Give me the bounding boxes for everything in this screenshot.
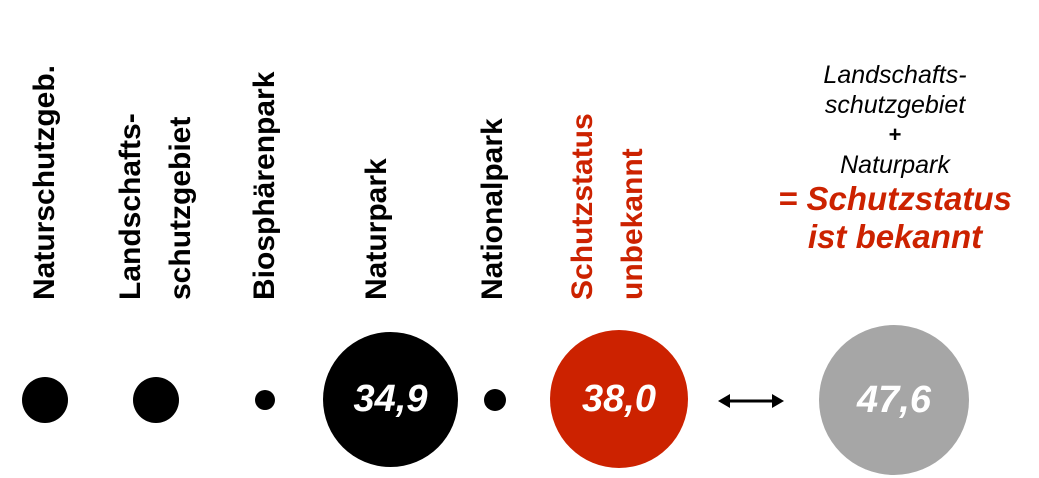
dot-nationalpark — [484, 389, 506, 411]
annotation-line-2: schutzgebiet — [824, 91, 966, 119]
label-line: Nationalpark — [476, 118, 509, 300]
label-line: Naturschutzgeb. — [28, 64, 61, 300]
bubble-naturpark: 34,9 — [323, 332, 458, 467]
bubble-value: 34,9 — [353, 378, 428, 420]
annotation: Landschafts- schutzgebiet + Naturpark = … — [750, 60, 1039, 256]
dot-biosphaerenpark — [255, 390, 275, 410]
label-naturpark: Naturpark — [352, 158, 402, 300]
label-landschaftsschutzgebiet: Landschafts- schutzgebiet — [106, 113, 206, 300]
annotation-plus: + — [888, 122, 902, 147]
label-line: Biosphärenpark — [248, 71, 281, 300]
label-schutzstatus-unbekannt: Schutzstatus unbekannt — [558, 113, 658, 300]
bubble-combined: 47,6 — [819, 325, 969, 475]
label-line: unbekannt — [616, 148, 649, 300]
double-headed-arrow-icon — [718, 394, 784, 408]
bubble-value: 38,0 — [582, 377, 656, 420]
label-nationalpark: Nationalpark — [468, 118, 518, 300]
label-line: schutzgebiet — [164, 116, 197, 300]
label-line: Landschafts- — [114, 113, 147, 300]
annotation-line-3: Naturpark — [840, 151, 950, 179]
dot-naturschutzgebiet — [22, 377, 68, 423]
label-line: Naturpark — [360, 158, 393, 300]
bubble-value: 47,6 — [857, 378, 931, 421]
bubble-schutzstatus-unbekannt: 38,0 — [550, 330, 688, 468]
label-naturschutzgebiet: Naturschutzgeb. — [20, 65, 70, 300]
label-line: Schutzstatus — [566, 113, 599, 300]
annotation-result-1: = Schutzstatus — [778, 180, 1012, 217]
label-biosphaerenpark: Biosphärenpark — [240, 72, 290, 300]
annotation-line-1: Landschafts- — [823, 61, 967, 89]
dot-landschaftsschutzgebiet — [133, 377, 179, 423]
annotation-result-2: ist bekannt — [807, 218, 983, 255]
